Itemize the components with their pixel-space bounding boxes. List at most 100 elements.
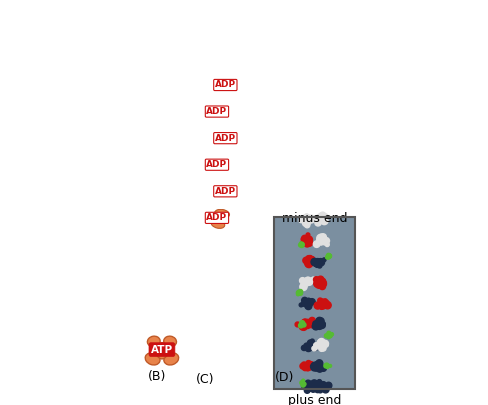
- Circle shape: [304, 258, 310, 264]
- Ellipse shape: [213, 77, 227, 85]
- Circle shape: [318, 383, 324, 389]
- Ellipse shape: [218, 189, 227, 196]
- Circle shape: [309, 362, 313, 366]
- Circle shape: [314, 258, 321, 265]
- Circle shape: [296, 290, 302, 295]
- Circle shape: [303, 216, 308, 222]
- Circle shape: [305, 301, 312, 308]
- Circle shape: [313, 364, 320, 371]
- Circle shape: [308, 239, 312, 244]
- Circle shape: [311, 388, 316, 392]
- Circle shape: [305, 260, 312, 268]
- Circle shape: [302, 363, 306, 367]
- Circle shape: [301, 237, 306, 242]
- Circle shape: [305, 323, 310, 328]
- Circle shape: [309, 215, 314, 220]
- Circle shape: [321, 217, 328, 225]
- Circle shape: [307, 280, 312, 285]
- Circle shape: [305, 362, 309, 367]
- Circle shape: [317, 214, 323, 220]
- Circle shape: [318, 384, 324, 390]
- Circle shape: [318, 303, 323, 308]
- Circle shape: [330, 333, 333, 336]
- Circle shape: [319, 366, 324, 370]
- Circle shape: [320, 383, 324, 387]
- Circle shape: [322, 303, 326, 308]
- Circle shape: [303, 215, 307, 220]
- Circle shape: [302, 345, 306, 350]
- Circle shape: [319, 213, 324, 218]
- Circle shape: [305, 304, 310, 308]
- Circle shape: [310, 380, 318, 387]
- Circle shape: [319, 301, 325, 307]
- Circle shape: [305, 214, 308, 218]
- Circle shape: [320, 345, 326, 351]
- Circle shape: [302, 379, 305, 382]
- Ellipse shape: [216, 162, 224, 169]
- Circle shape: [306, 256, 311, 261]
- Circle shape: [304, 279, 309, 285]
- Circle shape: [322, 382, 326, 386]
- Circle shape: [308, 366, 312, 370]
- Ellipse shape: [211, 220, 225, 228]
- Circle shape: [321, 213, 325, 217]
- Circle shape: [302, 362, 306, 367]
- Circle shape: [312, 322, 320, 330]
- Circle shape: [323, 303, 327, 307]
- Circle shape: [316, 215, 320, 220]
- Circle shape: [306, 360, 311, 366]
- Circle shape: [314, 280, 321, 287]
- Circle shape: [302, 319, 308, 326]
- Circle shape: [319, 322, 325, 328]
- Circle shape: [319, 342, 325, 347]
- Circle shape: [301, 282, 307, 289]
- Circle shape: [319, 283, 325, 290]
- Circle shape: [305, 222, 310, 228]
- Circle shape: [321, 305, 325, 309]
- Circle shape: [309, 386, 315, 391]
- Circle shape: [313, 260, 317, 264]
- Ellipse shape: [220, 110, 224, 113]
- Circle shape: [320, 212, 325, 217]
- Circle shape: [321, 239, 325, 244]
- Text: ADP: ADP: [215, 81, 236, 90]
- Bar: [274, 217, 355, 390]
- Circle shape: [319, 258, 323, 262]
- Ellipse shape: [218, 136, 227, 142]
- Circle shape: [311, 384, 317, 390]
- Bar: [274, 217, 355, 390]
- Circle shape: [324, 364, 327, 368]
- Circle shape: [325, 334, 328, 338]
- Circle shape: [318, 342, 323, 347]
- Text: ADP: ADP: [206, 160, 227, 169]
- Circle shape: [316, 345, 320, 349]
- Circle shape: [318, 264, 322, 268]
- Circle shape: [300, 324, 307, 330]
- Ellipse shape: [213, 130, 227, 138]
- Circle shape: [321, 383, 325, 387]
- Circle shape: [301, 321, 306, 327]
- Ellipse shape: [211, 113, 225, 122]
- Circle shape: [302, 323, 306, 327]
- Circle shape: [303, 279, 309, 286]
- Circle shape: [319, 346, 324, 352]
- Circle shape: [317, 215, 323, 222]
- Circle shape: [307, 340, 313, 346]
- Circle shape: [329, 335, 332, 337]
- Circle shape: [303, 220, 309, 226]
- Ellipse shape: [218, 83, 227, 89]
- Circle shape: [319, 325, 323, 329]
- Circle shape: [300, 322, 305, 328]
- Text: (B): (B): [148, 371, 166, 384]
- Circle shape: [310, 364, 315, 369]
- Circle shape: [321, 322, 325, 326]
- Circle shape: [304, 240, 310, 247]
- Circle shape: [311, 258, 318, 266]
- Circle shape: [300, 277, 305, 284]
- Circle shape: [311, 364, 317, 371]
- Circle shape: [302, 218, 307, 223]
- Ellipse shape: [211, 166, 225, 175]
- Circle shape: [318, 388, 323, 393]
- Circle shape: [322, 216, 326, 220]
- Circle shape: [326, 366, 329, 369]
